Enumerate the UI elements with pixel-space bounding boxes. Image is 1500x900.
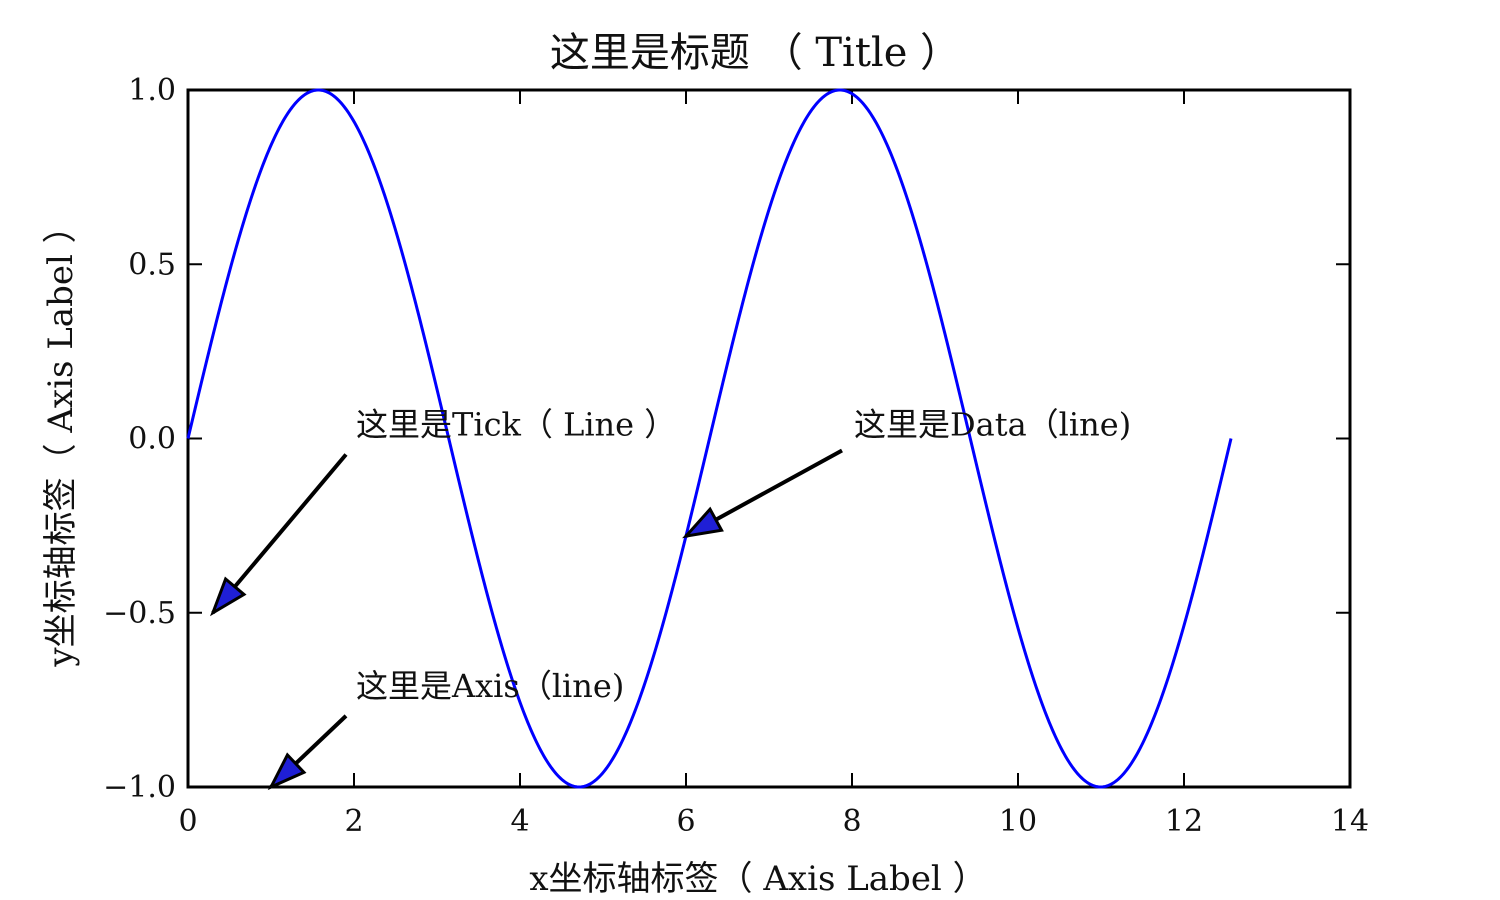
x-tick-label: 0 — [178, 804, 197, 839]
annotation-arrow-head-3 — [267, 752, 307, 791]
y-tick-label: 1.0 — [128, 73, 176, 108]
x-axis-label: x坐标轴标签（ Axis Label ） — [529, 859, 986, 899]
series-layer — [186, 88, 1233, 789]
x-axis-ticks: 0 2 4 6 8 10 12 14 — [178, 90, 1369, 839]
annotation-arrow-head-2 — [682, 506, 724, 539]
x-tick-label: 8 — [842, 804, 861, 839]
y-tick-label: −1.0 — [103, 770, 176, 805]
x-tick-label: 12 — [1165, 804, 1203, 839]
y-tick-label: 0.5 — [128, 247, 176, 282]
y-tick-label: −0.5 — [103, 596, 176, 631]
annotation-label-1: 这里是Tick（ Line ） — [356, 406, 676, 444]
series-line-1 — [186, 88, 1233, 789]
annotation-label-2: 这里是Data（line) — [854, 406, 1131, 444]
x-tick-label: 10 — [999, 804, 1037, 839]
x-tick-label: 2 — [344, 804, 363, 839]
annotation-layer: 这里是Tick（ Line ） 这里是Data（line) 这里是Axis（line… — [209, 406, 1131, 791]
x-tick-label: 6 — [676, 804, 695, 839]
annotation-label-3: 这里是Axis（line) — [356, 667, 624, 705]
annotation-arrow-head-1 — [209, 576, 247, 617]
chart-title: 这里是标题 （ Title ） — [550, 30, 960, 76]
y-axis-label: y坐标轴标签（ Axis Label ） — [41, 209, 81, 667]
y-axis-ticks: −1.0 −0.5 0.0 0.5 1.0 — [103, 73, 1350, 805]
x-tick-label: 4 — [510, 804, 529, 839]
x-tick-label: 14 — [1331, 804, 1369, 839]
y-tick-label: 0.0 — [128, 422, 176, 457]
